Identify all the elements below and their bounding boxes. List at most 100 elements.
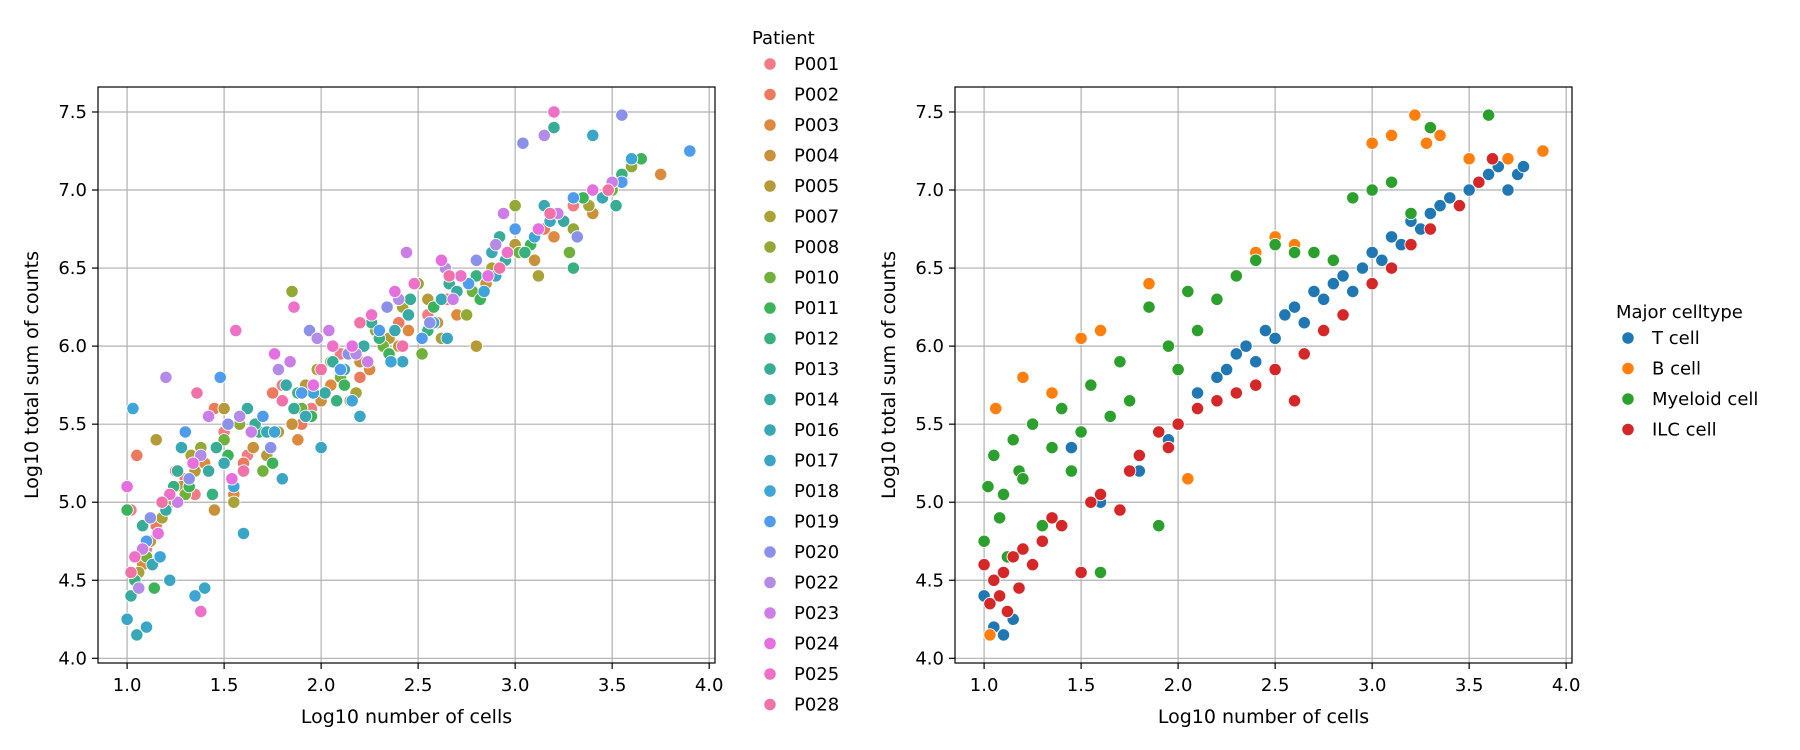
data-point — [1268, 362, 1282, 377]
x-tick-label: 3.5 — [1455, 675, 1484, 696]
data-point — [446, 292, 460, 306]
data-point — [1249, 355, 1263, 369]
data-point — [124, 565, 138, 580]
legend-label: P025 — [794, 664, 839, 685]
data-point — [267, 425, 282, 439]
data-point — [1239, 339, 1253, 353]
data-point — [1452, 198, 1467, 213]
data-point — [314, 362, 328, 377]
data-point — [1006, 433, 1020, 447]
data-point — [1171, 362, 1185, 377]
data-point — [1316, 292, 1331, 306]
data-point — [500, 245, 515, 260]
series-p024 — [120, 183, 600, 541]
data-point — [128, 550, 142, 564]
series-p025 — [128, 105, 561, 619]
data-point — [996, 565, 1011, 580]
data-point — [285, 284, 299, 299]
y-tick-label: 7.0 — [915, 180, 944, 201]
legend-marker — [763, 575, 777, 590]
data-point — [1419, 136, 1434, 150]
data-point — [279, 378, 293, 392]
data-point — [120, 612, 134, 626]
data-point — [1229, 386, 1243, 400]
patient-scatter-panel: 1.0 1.5 2.0 2.5 3.0 3.5 4.0 4.0 4.5 5.0 5.5 6.0 6.5 7… — [21, 28, 839, 728]
x-tick-label: 3.0 — [501, 675, 530, 696]
data-point — [1113, 355, 1127, 369]
data-point — [174, 440, 189, 455]
legend-marker — [1621, 392, 1635, 406]
y-tick-label: 4.5 — [58, 570, 87, 591]
data-point — [201, 409, 216, 424]
legend-marker — [763, 484, 777, 498]
data-point — [155, 495, 169, 509]
data-point — [1190, 323, 1205, 338]
data-point — [996, 487, 1011, 502]
legend-marker — [763, 392, 777, 407]
legend-marker — [763, 606, 777, 620]
data-point — [395, 355, 410, 369]
data-point — [527, 253, 542, 267]
data-point — [1045, 440, 1059, 455]
data-point — [434, 292, 449, 306]
data-point — [1365, 245, 1379, 260]
series-p022 — [132, 128, 551, 595]
data-point — [201, 464, 216, 478]
data-point — [209, 440, 224, 455]
data-point — [275, 472, 289, 486]
data-point — [170, 464, 185, 478]
legend-label: P003 — [794, 115, 839, 136]
legend-title: Major celltype — [1616, 302, 1743, 323]
legend-label: P013 — [794, 359, 839, 380]
data-point — [1268, 238, 1282, 252]
data-point — [1462, 152, 1476, 166]
x-tick-label: 1.0 — [113, 675, 142, 696]
data-point — [159, 370, 173, 384]
legend-marker — [763, 270, 777, 285]
data-point — [586, 183, 600, 197]
data-point — [547, 105, 561, 119]
data-point — [423, 316, 437, 330]
legend-label: B cell — [1652, 359, 1701, 380]
series-ilc-cell — [977, 152, 1500, 619]
data-point — [1326, 277, 1340, 291]
data-point — [130, 448, 144, 463]
data-point — [1016, 542, 1030, 556]
data-point — [1012, 581, 1026, 595]
data-point — [654, 167, 668, 182]
y-tick-label: 6.0 — [58, 336, 87, 357]
data-point — [977, 534, 991, 548]
data-point — [388, 323, 402, 338]
x-axis-label: Log10 number of cells — [301, 706, 512, 728]
x-tick-label: 1.5 — [210, 675, 239, 696]
legend: Patient P001 P002 P003 P004 P005 P007 P008 P010 P… — [752, 28, 839, 716]
data-point — [163, 573, 177, 587]
data-point — [246, 440, 260, 455]
y-tick-label: 6.5 — [58, 258, 87, 279]
data-point — [1384, 175, 1399, 189]
data-point — [227, 495, 241, 509]
data-point — [615, 108, 629, 122]
data-point — [1423, 120, 1438, 135]
data-point — [225, 472, 239, 486]
data-point — [322, 323, 336, 338]
data-point — [1229, 269, 1243, 283]
data-point — [1045, 386, 1059, 400]
data-point — [566, 191, 581, 205]
series-t-cell — [977, 159, 1531, 642]
legend-marker — [1621, 331, 1635, 345]
data-point — [434, 253, 449, 267]
data-point — [547, 230, 561, 244]
data-point — [217, 456, 231, 470]
data-point — [1384, 128, 1399, 143]
data-point — [508, 222, 522, 236]
legend-label: T cell — [1651, 328, 1700, 349]
data-point — [126, 401, 140, 416]
data-point — [1516, 159, 1531, 174]
legend-label: P002 — [794, 85, 839, 106]
data-point — [1408, 108, 1422, 122]
data-point — [1307, 284, 1321, 299]
data-point — [508, 198, 522, 213]
data-point — [285, 417, 299, 431]
